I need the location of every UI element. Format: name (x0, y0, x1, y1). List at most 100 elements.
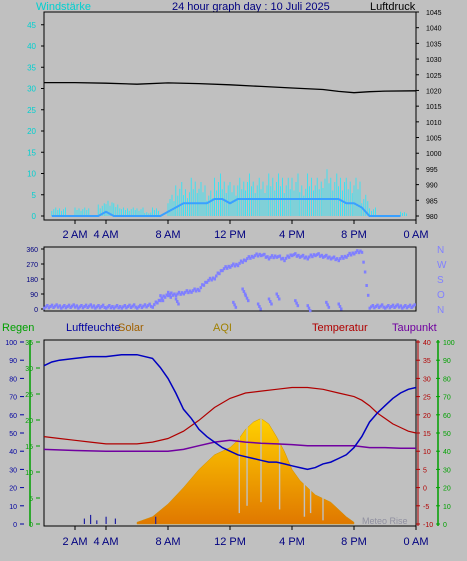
direction-point (46, 304, 49, 307)
temperature-tick-label: 0 (423, 486, 427, 493)
direction-point (101, 303, 105, 307)
dewpoint-tick-label: 60 (443, 413, 451, 420)
direction-point (275, 255, 278, 259)
direction-point (315, 253, 319, 257)
direction-point (168, 293, 171, 297)
humidity-tick-label: 35 (25, 340, 33, 347)
direction-point (98, 306, 102, 310)
direction-point (247, 255, 251, 259)
direction-point (312, 253, 316, 257)
direction-point (227, 264, 230, 268)
rain-bar (83, 518, 85, 524)
direction-point (211, 276, 215, 280)
temperature-line (43, 386, 417, 445)
direction-point (193, 287, 196, 291)
pressure-tick-label: 1005 (426, 136, 442, 143)
direction-point (268, 300, 272, 303)
direction-point (250, 254, 254, 258)
direction-point (53, 304, 57, 308)
temperature-tick-label: 10 (423, 449, 431, 456)
direction-point (314, 254, 317, 258)
wind-x-tick-label: 4 PM (279, 229, 305, 241)
direction-point (160, 296, 163, 300)
direction-point (95, 305, 99, 309)
direction-point (320, 253, 323, 257)
direction-point (328, 255, 331, 259)
direction-point (277, 255, 280, 259)
direction-points (43, 249, 416, 313)
direction-point (249, 256, 252, 260)
direction-point (109, 306, 113, 310)
direction-point (275, 292, 278, 296)
direction-point (371, 304, 375, 307)
direction-point (306, 304, 309, 308)
direction-point (307, 306, 311, 310)
direction-point (294, 252, 297, 256)
wind-tick-label: 10 (27, 170, 36, 179)
direction-point (70, 304, 74, 308)
climate-x-tick-label: 2 AM (62, 536, 87, 548)
direction-point (100, 305, 103, 308)
direction-point (287, 255, 291, 259)
direction-point (154, 300, 158, 304)
direction-point (340, 255, 344, 259)
direction-point (326, 303, 329, 307)
direction-point (323, 254, 327, 258)
direction-point (106, 305, 110, 309)
wind-axis-ticks: 0 5 10 15 20 25 30 35 40 45 (27, 21, 44, 221)
direction-point (64, 306, 68, 310)
direction-point (215, 274, 218, 278)
direction-point (390, 305, 393, 308)
direction-point (137, 305, 141, 309)
direction-point (394, 304, 398, 308)
direction-point (359, 249, 362, 253)
direction-point (97, 304, 100, 307)
humidity-tick-label: 20 (25, 418, 33, 425)
rain-tick-label: 0 (13, 522, 17, 529)
direction-point (405, 306, 409, 310)
direction-point (393, 306, 396, 309)
direction-point (87, 304, 91, 308)
direction-point (368, 306, 371, 310)
direction-point (128, 303, 131, 307)
rain-tick-label: 50 (9, 431, 17, 438)
direction-point (78, 305, 82, 309)
direction-point (117, 306, 120, 310)
direction-point (49, 305, 52, 308)
direction-point (140, 306, 144, 310)
direction-point (142, 304, 145, 308)
pressure-tick-label: 1025 (426, 73, 442, 80)
direction-point (43, 306, 46, 310)
humidity-line (43, 353, 417, 471)
pressure-label: Luftdruck (370, 1, 416, 13)
dewpoint-tick-label: 40 (443, 449, 451, 456)
direction-point (326, 256, 330, 260)
direction-point (303, 256, 306, 260)
climate-x-tick-label: 12 PM (214, 536, 246, 548)
direction-point (80, 304, 83, 307)
direction-point (297, 253, 300, 257)
direction-point (202, 283, 206, 287)
direction-point (146, 304, 150, 308)
direction-point (163, 295, 167, 299)
legend-humidity: Luftfeuchte (66, 322, 120, 334)
direction-point (232, 300, 235, 304)
direction-point (219, 269, 223, 273)
direction-point (194, 289, 198, 293)
direction-point (255, 252, 258, 256)
rain-axis-ticks: 0 10 20 30 40 50 60 70 80 90 100 (5, 340, 24, 529)
direction-point (246, 299, 250, 303)
direction-point (337, 302, 340, 306)
direction-point (256, 302, 260, 306)
direction-point (259, 307, 262, 311)
direction-point (360, 250, 364, 254)
direction-point (345, 255, 348, 259)
direction-point (284, 256, 288, 260)
direction-point (213, 277, 216, 281)
direction-point (81, 306, 85, 310)
direction-point (156, 301, 159, 305)
temperature-tick-label: 15 (423, 431, 431, 438)
direction-plot-area (43, 246, 417, 312)
direction-point (91, 305, 94, 309)
